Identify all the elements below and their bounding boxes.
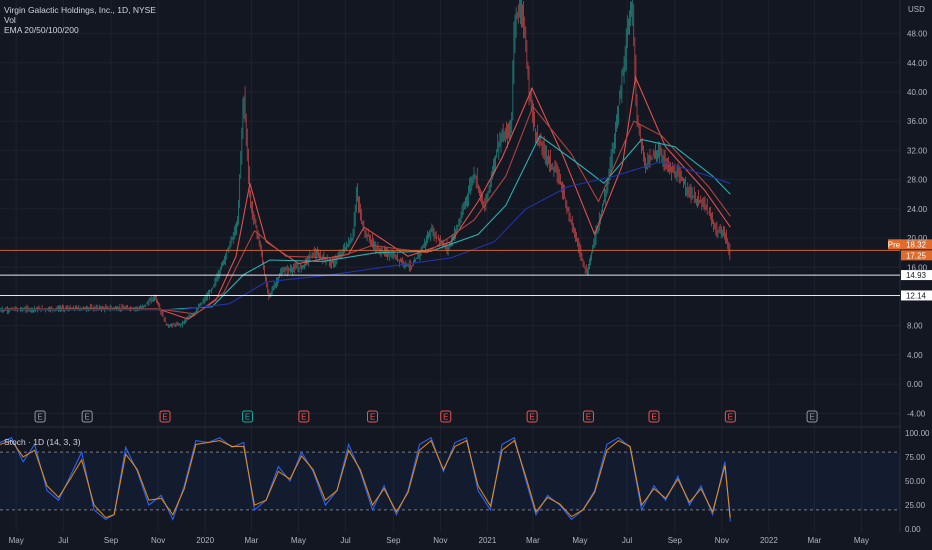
y-tick-label: 20.00 <box>907 234 928 243</box>
earnings-marker-label: E <box>529 413 534 422</box>
pre-label: Pre <box>888 240 901 249</box>
price-axis[interactable]: 48.00 44.00 40.00 36.00 32.00 28.00 24.00 20.00… <box>905 5 930 534</box>
y-tick-label: 24.00 <box>907 205 928 214</box>
stoch-tick-label: 25.00 <box>905 501 926 510</box>
stoch-band-fill <box>0 452 900 510</box>
last-price-tag: 17.25 <box>906 251 927 260</box>
earnings-marker-label: E <box>84 413 89 422</box>
y-tick-label: 32.00 <box>907 146 928 155</box>
y-tick-label: 44.00 <box>907 59 928 68</box>
ema-lines <box>0 75 731 320</box>
x-tick-label: 2021 <box>479 536 497 545</box>
stoch-d-line <box>0 439 731 519</box>
x-tick-label: May <box>291 536 306 545</box>
x-tick-label: Mar <box>526 536 540 545</box>
stochastic-pane <box>0 436 900 522</box>
ema-line-50 <box>0 105 731 315</box>
y-tick-label: 28.00 <box>907 176 928 185</box>
level-12-tag-box <box>901 290 932 301</box>
x-tick-label: Mar <box>245 536 259 545</box>
x-tick-label: Nov <box>151 536 165 545</box>
x-tick-label: May <box>854 536 869 545</box>
x-tick-label: May <box>572 536 587 545</box>
pre-price-tag-box <box>901 239 932 250</box>
earnings-marker-label: E <box>443 413 448 422</box>
ema-line-200 <box>0 160 731 311</box>
earnings-marker-label: E <box>370 413 375 422</box>
y-tick-label: 8.00 <box>907 322 923 331</box>
earnings-marker-label: E <box>37 413 42 422</box>
ema-line-20 <box>0 75 731 320</box>
earnings-marker <box>366 410 378 423</box>
x-tick-label: Jul <box>622 536 632 545</box>
earnings-marker <box>582 410 594 423</box>
stoch-k-line <box>0 436 731 522</box>
y-tick-label: 16.00 <box>907 263 928 272</box>
earnings-marker <box>81 410 93 423</box>
earnings-marker-label: E <box>651 413 656 422</box>
earnings-marker <box>806 410 818 423</box>
y-tick-label: 48.00 <box>907 30 928 39</box>
earnings-marker <box>242 410 254 423</box>
earnings-marker-label: E <box>809 413 814 422</box>
y-tick-label: 36.00 <box>907 117 928 126</box>
horizontal-levels[interactable]: 18.32 Pre 17.25 14.93 12.14 <box>0 239 932 301</box>
x-tick-label: 2020 <box>196 536 214 545</box>
ema-line-100 <box>0 134 731 311</box>
x-tick-label: Mar <box>808 536 822 545</box>
stoch-tick-label: 75.00 <box>905 453 926 462</box>
x-tick-label: May <box>9 536 24 545</box>
earnings-marker <box>724 410 736 423</box>
x-tick-label: Sep <box>668 536 683 545</box>
earnings-marker <box>648 410 660 423</box>
volume-legend[interactable]: Vol <box>4 15 16 25</box>
y-tick-label: 0.00 <box>907 380 923 389</box>
x-tick-label: Nov <box>433 536 447 545</box>
last-price-tag-box <box>901 250 932 261</box>
x-tick-label: Sep <box>104 536 119 545</box>
stoch-tick-label: 0.00 <box>905 525 921 534</box>
earnings-marker-label: E <box>728 413 733 422</box>
x-tick-label: Sep <box>386 536 401 545</box>
stoch-tick-label: 50.00 <box>905 477 926 486</box>
stoch-legend[interactable]: Stoch · 1D (14, 3, 3) <box>4 437 81 447</box>
level-14-tag-box <box>901 270 932 281</box>
x-tick-label: Nov <box>715 536 729 545</box>
level-14-tag: 14.93 <box>906 271 927 280</box>
symbol-title[interactable]: Virgin Galactic Holdings, Inc., 1D, NYSE <box>4 5 156 15</box>
chart-legend: Virgin Galactic Holdings, Inc., 1D, NYSE… <box>4 5 156 35</box>
earnings-marker <box>298 410 310 423</box>
x-tick-label: 2022 <box>760 536 778 545</box>
y-tick-label: -4.00 <box>907 409 926 418</box>
earnings-marker <box>34 410 46 423</box>
x-tick-label: Jul <box>58 536 68 545</box>
earnings-marker-label: E <box>162 413 167 422</box>
earnings-marker-label: E <box>301 413 306 422</box>
earnings-marker-label: E <box>586 413 591 422</box>
pre-label-box <box>888 239 901 250</box>
y-tick-label: 4.00 <box>907 351 923 360</box>
pre-price-tag: 18.32 <box>906 240 927 249</box>
y-tick-label: 40.00 <box>907 88 928 97</box>
time-axis[interactable]: May Jul Sep Nov 2020 Mar May Jul Sep Nov 2021 Mar Ma… <box>9 536 869 545</box>
level-12-tag: 12.14 <box>906 291 927 300</box>
ema-legend[interactable]: EMA 20/50/100/200 <box>4 25 79 35</box>
earnings-marker-label: E <box>245 413 250 422</box>
x-tick-label: Jul <box>340 536 350 545</box>
stoch-tick-label: 100.00 <box>905 429 930 438</box>
currency-label: USD <box>908 5 925 14</box>
earnings-marker <box>526 410 538 423</box>
earnings-marker <box>159 410 171 423</box>
earnings-marker <box>440 410 452 423</box>
